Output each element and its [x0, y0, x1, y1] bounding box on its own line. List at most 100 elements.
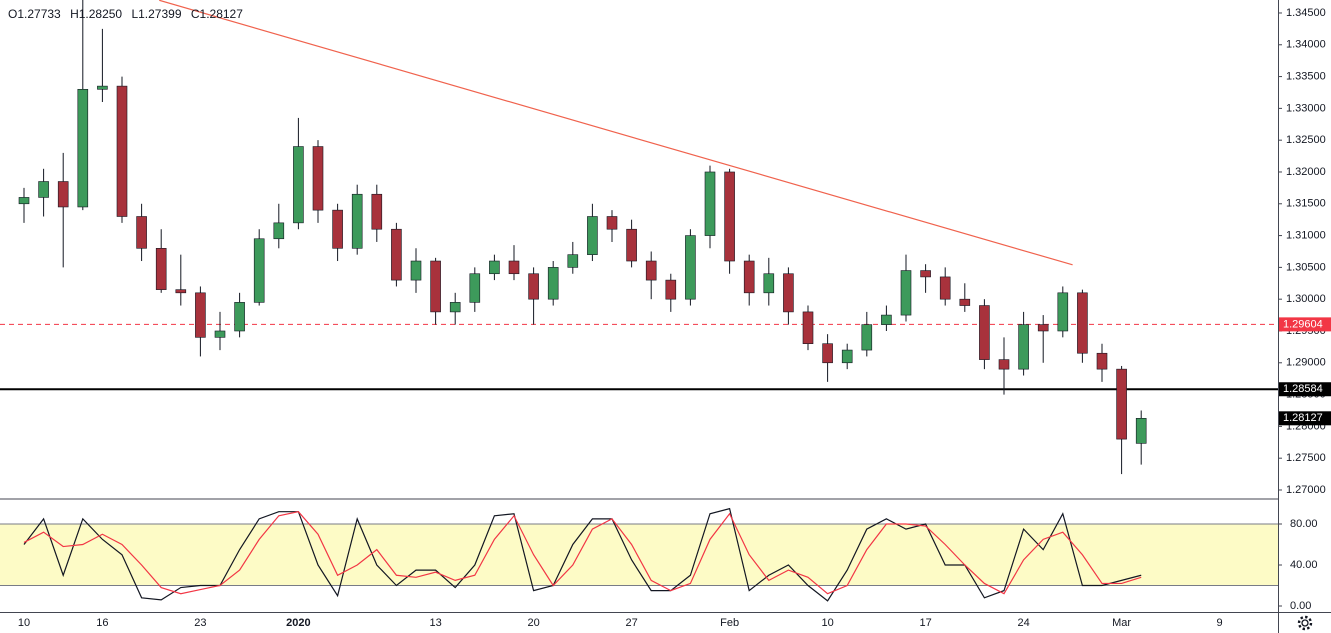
- candle-body: [626, 228, 637, 262]
- candle-body: [979, 305, 990, 360]
- candle-body: [214, 330, 226, 338]
- price-badge: [1279, 411, 1331, 426]
- candle-body: [195, 292, 206, 338]
- candle-body: [116, 85, 128, 217]
- price-badge: [1279, 382, 1331, 397]
- candle-body: [861, 324, 873, 351]
- candle-body: [293, 146, 304, 224]
- candle-body: [587, 216, 598, 255]
- axes: 1.34500 1.34000 1.33500 1.33000 1.32500 1.320…: [18, 7, 1331, 629]
- candle-body: [665, 279, 677, 300]
- candle-body: [469, 273, 481, 303]
- candle-body: [449, 302, 461, 313]
- candle-body: [351, 193, 363, 249]
- candle-body: [1077, 292, 1088, 354]
- candle-body: [822, 343, 833, 364]
- y-tick-label: 1.31000: [1286, 229, 1326, 241]
- candle-body: [1018, 324, 1029, 370]
- candle-body: [253, 238, 265, 303]
- x-tick-label: 17: [919, 617, 931, 629]
- x-tick-label: Mar: [1112, 617, 1131, 629]
- gear-teeth: [1297, 615, 1313, 631]
- price-pane: [0, 0, 1278, 475]
- candle-body: [1135, 418, 1147, 444]
- y-tick-label: 1.33500: [1286, 70, 1326, 82]
- candle-body: [1037, 324, 1049, 332]
- candle-body: [881, 314, 892, 325]
- price-badge-label: 1.28127: [1283, 412, 1323, 424]
- x-tick-label: 27: [625, 617, 637, 629]
- candle-body: [606, 216, 618, 230]
- settings-icon[interactable]: [1297, 615, 1313, 631]
- y-tick-label: 1.30500: [1286, 261, 1326, 273]
- x-tick-label: 2020: [286, 617, 310, 629]
- candle-body: [900, 270, 912, 316]
- stochastic-pane: [0, 507, 1278, 602]
- stoch-d-line: [23, 511, 1142, 595]
- price-badge: [1279, 317, 1331, 332]
- candle-body: [410, 260, 422, 281]
- candle-body: [743, 260, 755, 294]
- trend-line: [159, 0, 1073, 266]
- candle-body: [841, 349, 853, 364]
- y-tick-label: 1.34500: [1286, 7, 1326, 19]
- x-tick-label: 9: [1217, 617, 1223, 629]
- price-badge-label: 1.28584: [1283, 383, 1323, 395]
- candle-body: [802, 311, 814, 345]
- x-tick-label: 20: [527, 617, 539, 629]
- candle-body: [1116, 368, 1127, 440]
- candle-body: [136, 216, 147, 249]
- y-tick-label: 1.29000: [1286, 357, 1326, 369]
- x-tick-label: 24: [1017, 617, 1029, 629]
- candle-body: [508, 260, 520, 275]
- candle-body: [38, 181, 49, 198]
- candle-body: [724, 171, 735, 262]
- y-tick-label: 1.27000: [1286, 484, 1326, 496]
- header-close: C1.28127: [191, 7, 243, 21]
- stoch-tick-label: 40.00: [1290, 559, 1318, 571]
- candle-body: [155, 248, 167, 290]
- candle-body: [547, 267, 559, 300]
- candle-body: [783, 273, 794, 313]
- y-tick-label: 1.33000: [1286, 102, 1326, 114]
- ohlc-header: O1.27733 H1.28250 L1.27399 C1.28127: [8, 7, 243, 21]
- stoch-tick-label: 80.00: [1290, 518, 1318, 530]
- candle-body: [312, 146, 324, 211]
- candle-body: [939, 276, 951, 300]
- candle-body: [567, 254, 579, 268]
- candle-body: [77, 88, 89, 208]
- x-tick-label: 10: [18, 617, 30, 629]
- stoch-band: [0, 523, 1278, 586]
- header-open: O1.27733: [8, 7, 61, 21]
- candle-body: [645, 260, 657, 281]
- candle-body: [1057, 292, 1069, 332]
- candle-body: [920, 270, 931, 278]
- y-tick-label: 1.31500: [1286, 198, 1326, 210]
- x-tick-label: Feb: [720, 617, 739, 629]
- header-low: L1.27399: [131, 7, 181, 21]
- candle-body: [332, 209, 343, 249]
- y-tick-label: 1.27500: [1286, 452, 1326, 464]
- candle-body: [57, 181, 69, 208]
- y-tick-label: 1.32500: [1286, 134, 1326, 146]
- candle-body: [97, 85, 108, 90]
- x-tick-label: 13: [429, 617, 441, 629]
- candle-body: [489, 260, 500, 275]
- candle-body: [998, 359, 1010, 370]
- stoch-tick-label: 0.00: [1290, 600, 1311, 612]
- candle-body: [175, 289, 187, 294]
- candle-body: [371, 193, 383, 230]
- y-tick-label: 1.34000: [1286, 39, 1326, 51]
- candle-body: [704, 171, 716, 236]
- x-tick-label: 10: [821, 617, 833, 629]
- x-tick-label: 23: [194, 617, 206, 629]
- candle-body: [1096, 352, 1108, 370]
- stoch-k-line: [23, 507, 1142, 602]
- header-high: H1.28250: [70, 7, 122, 21]
- candle-body: [18, 197, 30, 205]
- candle-body: [430, 260, 441, 313]
- candle-body: [528, 273, 539, 300]
- candle-body: [685, 235, 696, 300]
